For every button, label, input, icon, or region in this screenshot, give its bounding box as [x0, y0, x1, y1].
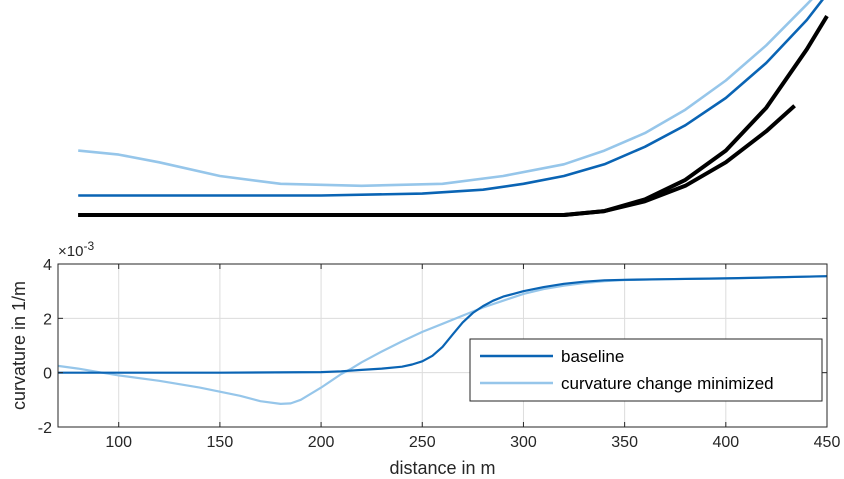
legend-label: baseline — [561, 347, 624, 366]
outer-boundary-line — [78, 15, 829, 217]
inner-boundary-line — [78, 104, 796, 217]
minimized-curve — [57, 275, 828, 405]
x-tick-label: 300 — [510, 434, 537, 451]
legend-label: curvature change minimized — [561, 374, 774, 393]
y-tick-label: -2 — [38, 420, 52, 437]
x-tick-label: 250 — [409, 434, 436, 451]
y-ticks: -2 0 2 4 — [38, 257, 827, 437]
x-tick-label: 150 — [207, 434, 234, 451]
legend-box — [469, 338, 823, 402]
road-top-view — [78, 0, 829, 217]
x-tick-label: 350 — [611, 434, 638, 451]
minimized-line — [78, 0, 813, 188]
y-tick-label: 0 — [43, 366, 52, 383]
baseline-line — [78, 0, 824, 197]
curvature-series — [57, 275, 828, 405]
y-tick-label: 4 — [43, 257, 52, 274]
baseline-curve — [58, 275, 828, 374]
y-exponent: ×10-3 — [58, 239, 94, 260]
axes-box — [57, 263, 828, 428]
x-ticks: 100 150 200 250 300 350 400 450 — [105, 264, 840, 451]
x-tick-label: 450 — [814, 434, 841, 451]
x-tick-label: 400 — [712, 434, 739, 451]
curvature-plot: 100 150 200 250 300 350 400 450 -2 0 2 4 ×10-3 dis… — [9, 239, 840, 478]
y-axis-label: curvature in 1/m — [9, 281, 29, 410]
legend: baseline curvature change minimized — [469, 338, 823, 402]
x-tick-label: 100 — [105, 434, 132, 451]
x-axis-label: distance in m — [389, 458, 495, 478]
x-tick-label: 200 — [308, 434, 335, 451]
y-tick-label: 2 — [43, 311, 52, 328]
